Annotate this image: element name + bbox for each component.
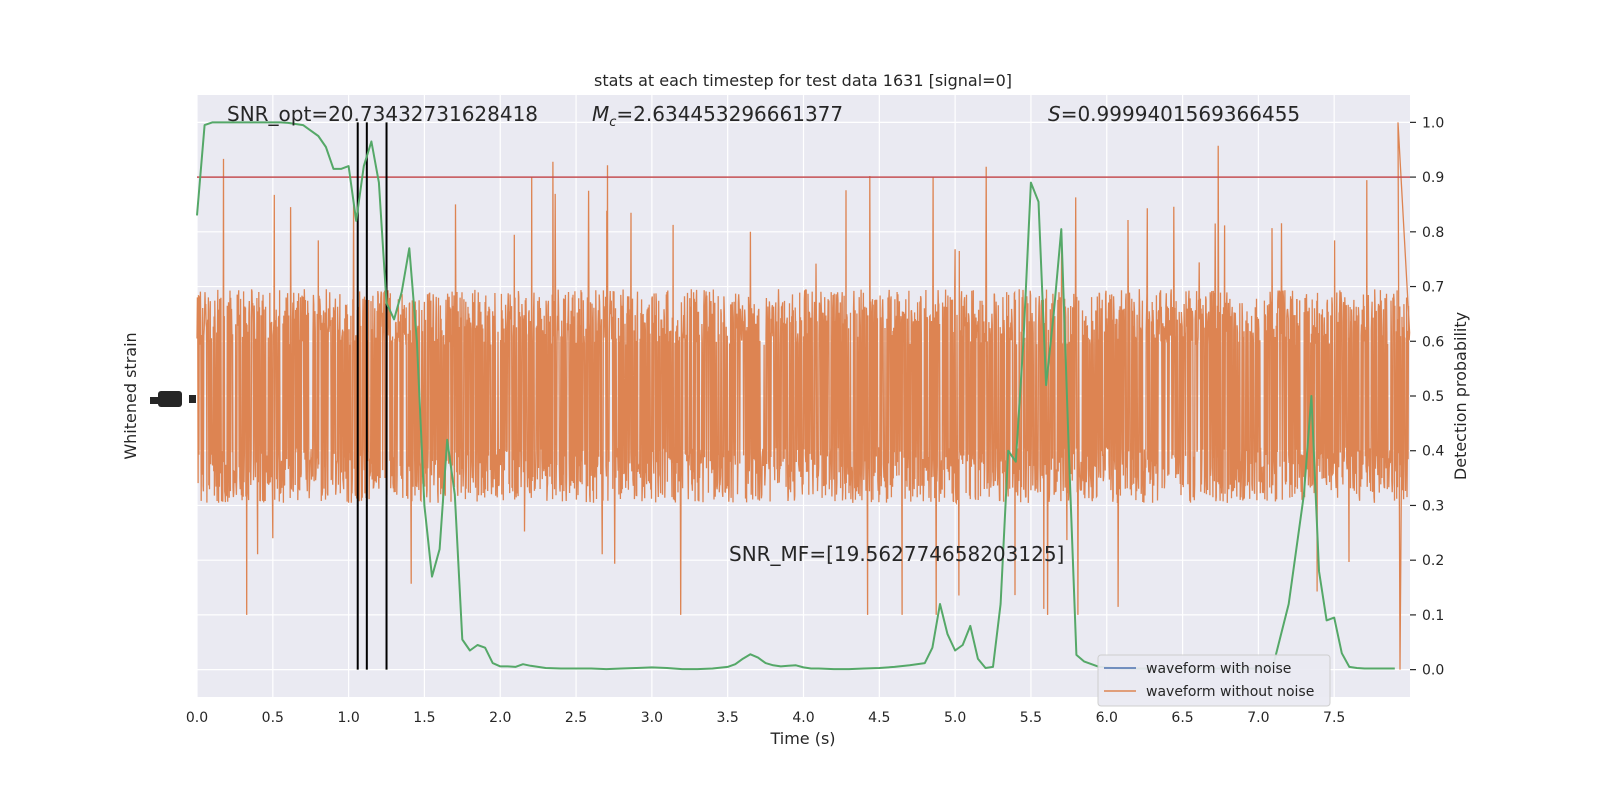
noise-waveform-path: [196, 122, 1411, 670]
x-tick-label-6: 3.0: [641, 710, 663, 726]
x-tick-label-5: 2.5: [565, 710, 587, 726]
x-tick-label-3: 1.5: [413, 710, 435, 726]
x-tick-label-9: 4.5: [868, 710, 890, 726]
y-tick-label-0: 0.0: [1422, 663, 1444, 679]
x-tick-label-13: 6.5: [1171, 710, 1193, 726]
legend-label-clean: waveform without noise: [1146, 684, 1314, 700]
y-axis-right-ticks: 0.0 0.1 0.2 0.3 0.4 0.5 0.6 0.7 0.8 0.9 1.0: [1410, 115, 1444, 679]
y-tick-label-8: 0.8: [1422, 225, 1444, 241]
x-tick-label-8: 4.0: [792, 710, 814, 726]
s-annotation: S=0.9999401569366455: [1048, 102, 1300, 126]
y-tick-label-4: 0.4: [1422, 444, 1444, 460]
y-axis-left-label: Whitened strain: [121, 332, 140, 459]
left-axis-overlapping-ticks: [150, 391, 196, 407]
y-tick-label-6: 0.6: [1422, 334, 1444, 350]
legend: waveform with noise waveform without noi…: [1097, 654, 1331, 707]
noise-waveform: [196, 122, 1411, 670]
x-tick-label-2: 1.0: [337, 710, 359, 726]
y-tick-label-10: 1.0: [1422, 115, 1444, 131]
x-tick-label-0: 0.0: [186, 710, 208, 726]
y-tick-label-9: 0.9: [1422, 170, 1444, 186]
x-tick-label-4: 2.0: [489, 710, 511, 726]
x-tick-label-12: 6.0: [1096, 710, 1118, 726]
chirp-mass-annotation: Mc=2.634453296661377: [592, 102, 843, 130]
x-tick-label-10: 5.0: [944, 710, 966, 726]
y-tick-label-2: 0.2: [1422, 553, 1444, 569]
x-axis-label: Time (s): [769, 729, 835, 748]
y-tick-label-7: 0.7: [1422, 280, 1444, 296]
chart-title: stats at each timestep for test data 163…: [594, 71, 1012, 90]
x-tick-label-15: 7.5: [1323, 710, 1345, 726]
y-tick-label-1: 0.1: [1422, 608, 1444, 624]
y-tick-label-5: 0.5: [1422, 389, 1444, 405]
legend-box: [1097, 654, 1331, 707]
x-tick-label-1: 0.5: [262, 710, 284, 726]
y-axis-right-label: Detection probability: [1451, 312, 1470, 480]
x-tick-label-7: 3.5: [717, 710, 739, 726]
snr-opt-annotation: SNR_opt=20.73432731628418: [227, 102, 538, 126]
x-tick-label-11: 5.5: [1020, 710, 1042, 726]
snr-mf-annotation: SNR_MF=[19.562774658203125]: [729, 542, 1064, 566]
x-tick-label-14: 7.0: [1247, 710, 1269, 726]
x-axis-ticks: 0.0 0.5 1.0 1.5 2.0 2.5 3.0 3.5 4.0 4.5 5.0 5.5 6.0 6…: [186, 710, 1345, 726]
y-tick-label-3: 0.3: [1422, 498, 1444, 514]
legend-label-noise: waveform with noise: [1146, 661, 1291, 677]
